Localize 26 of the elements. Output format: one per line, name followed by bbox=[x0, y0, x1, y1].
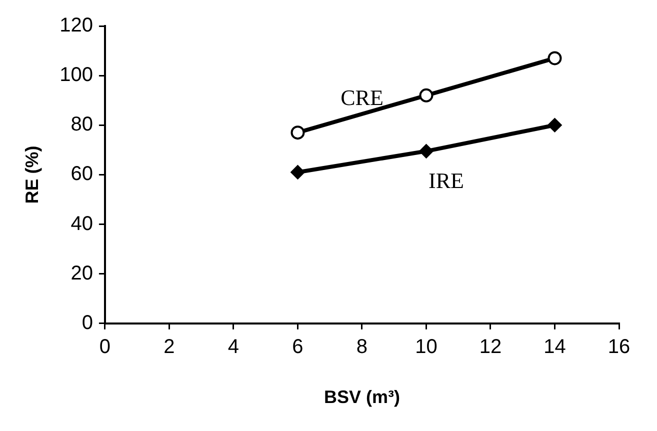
point bbox=[548, 118, 562, 132]
x-tick-label: 14 bbox=[544, 336, 566, 358]
x-tick-label: 2 bbox=[164, 336, 175, 358]
point bbox=[548, 51, 562, 66]
y-tick-label: 20 bbox=[70, 262, 93, 284]
y-tick-label: 100 bbox=[60, 64, 93, 86]
x-tick-label: 6 bbox=[292, 336, 304, 358]
series-label: CRE bbox=[340, 84, 384, 110]
x-tick-label: 0 bbox=[99, 336, 111, 358]
y-tick-label: 80 bbox=[70, 114, 93, 136]
y-tick-label: 0 bbox=[82, 312, 93, 334]
y-tick-label: 120 bbox=[60, 14, 93, 37]
point bbox=[290, 126, 305, 140]
x-tick-label: 10 bbox=[415, 336, 438, 358]
x-tick-label: 8 bbox=[356, 336, 368, 358]
point bbox=[419, 88, 434, 102]
x-tick-label: 12 bbox=[479, 336, 502, 358]
series-label: IRE bbox=[428, 168, 464, 193]
x-tick-label: 16 bbox=[608, 336, 630, 358]
x-tick-label: 4 bbox=[228, 336, 240, 358]
x-axis-title: BSV (m³) bbox=[324, 387, 400, 408]
y-tick-label: 60 bbox=[70, 163, 93, 186]
point bbox=[419, 144, 434, 158]
y-tick-label: 40 bbox=[70, 212, 93, 235]
y-axis-title: RE (%) bbox=[22, 146, 42, 204]
point bbox=[290, 165, 305, 180]
